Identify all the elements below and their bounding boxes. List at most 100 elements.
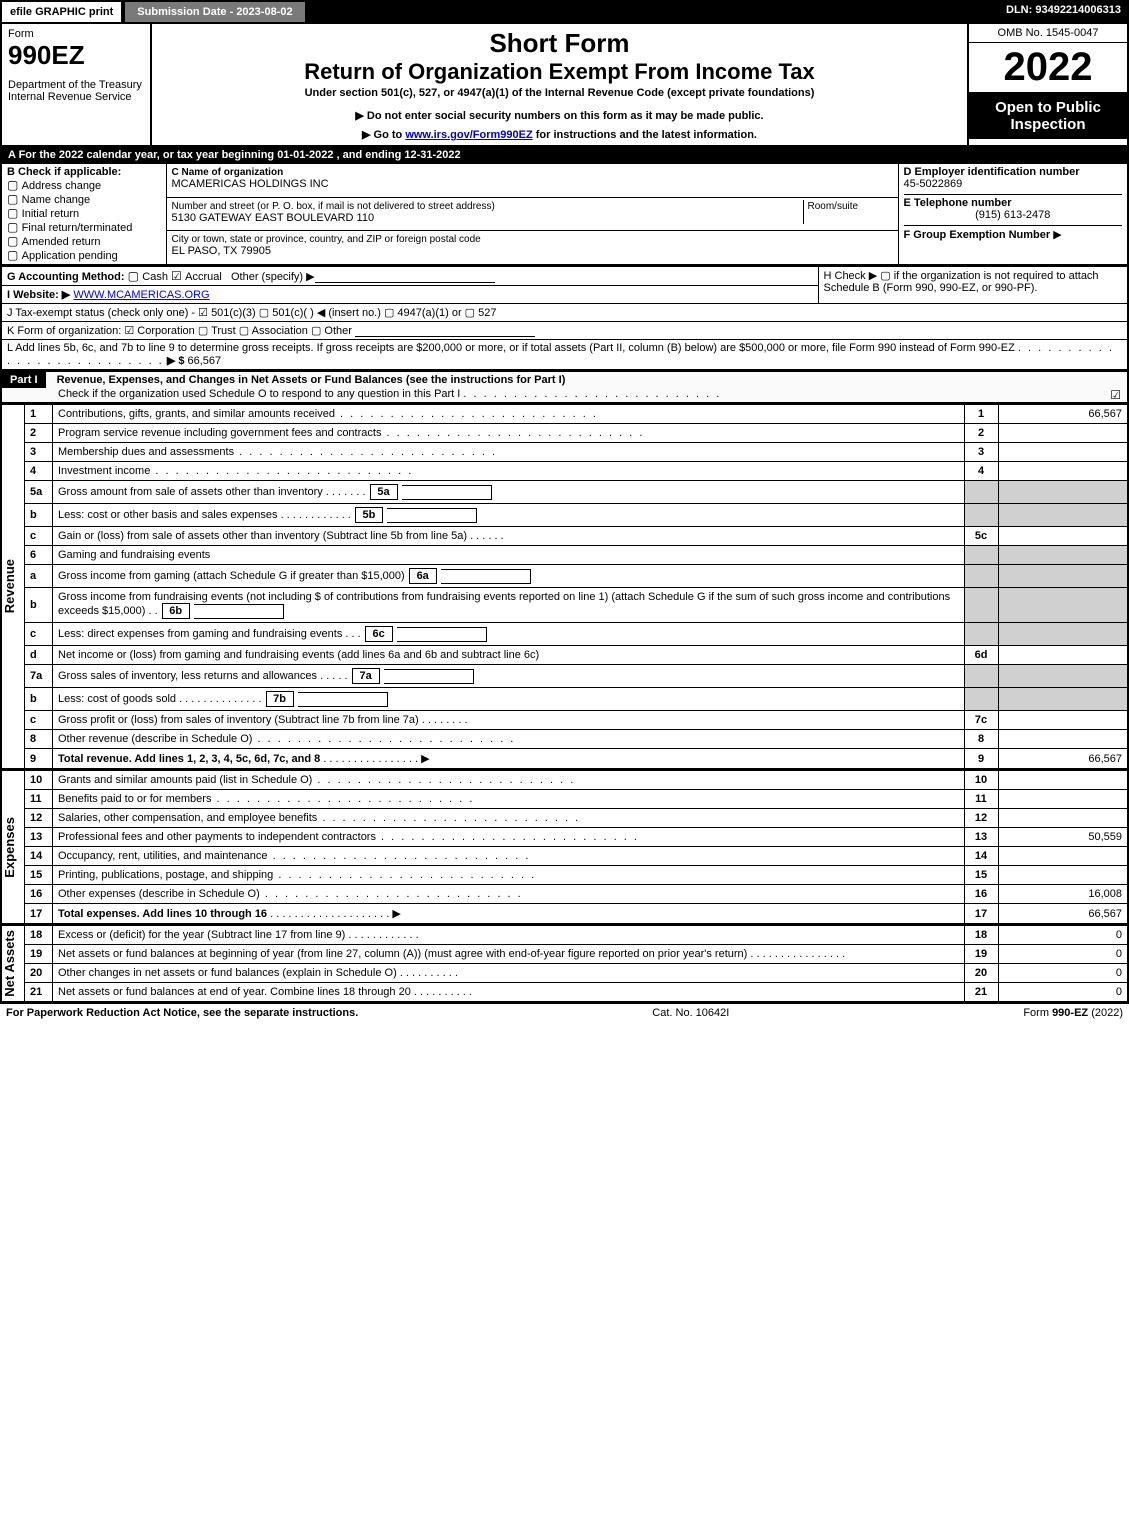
- exp-17-amt: 66,567: [998, 904, 1128, 925]
- top-bar: efile GRAPHIC print Submission Date - 20…: [0, 0, 1129, 24]
- top-spacer: [307, 0, 998, 24]
- k-other-fill[interactable]: [355, 325, 535, 337]
- na-18-amt: 0: [998, 926, 1128, 945]
- efile-label: efile GRAPHIC print: [0, 0, 123, 24]
- block-e-title: E Telephone number: [904, 197, 1012, 209]
- g-cash[interactable]: ▢: [128, 269, 143, 283]
- row-7b-desc: Less: cost of goods sold . . . . . . . .…: [53, 688, 965, 711]
- row-2-desc: Program service revenue including govern…: [53, 424, 965, 443]
- goto-post: for instructions and the latest informat…: [533, 129, 757, 141]
- row-5c-desc: Gain or (loss) from sale of assets other…: [53, 527, 965, 546]
- row-7a-desc: Gross sales of inventory, less returns a…: [53, 665, 965, 688]
- line-i-label: I Website: ▶: [7, 289, 70, 301]
- row-3-desc: Membership dues and assessments: [53, 443, 965, 462]
- footer-mid: Cat. No. 10642I: [652, 1007, 729, 1019]
- exp-11-desc: Benefits paid to or for members: [53, 790, 965, 809]
- block-c-title: C Name of organization: [172, 167, 284, 178]
- goto-pre: ▶ Go to: [362, 129, 405, 141]
- exp-16-amt: 16,008: [998, 885, 1128, 904]
- block-f-arrow: ▶: [1053, 229, 1061, 241]
- row-7c-desc: Gross profit or (loss) from sales of inv…: [53, 711, 965, 730]
- part1-header: Part I Revenue, Expenses, and Changes in…: [0, 371, 1129, 404]
- header-left: Form 990EZ Department of the Treasury In…: [2, 24, 152, 145]
- open-inspection: Open to Public Inspection: [969, 93, 1127, 139]
- line-l-text: L Add lines 5b, 6c, and 7b to line 9 to …: [7, 342, 1015, 354]
- part1-title: Revenue, Expenses, and Changes in Net As…: [49, 374, 566, 386]
- goto-link[interactable]: www.irs.gov/Form990EZ: [405, 129, 532, 141]
- na-20-desc: Other changes in net assets or fund bala…: [53, 964, 965, 983]
- header-center: Short Form Return of Organization Exempt…: [152, 24, 967, 145]
- header-right: OMB No. 1545-0047 2022 Open to Public In…: [967, 24, 1127, 145]
- row-6-desc: Gaming and fundraising events: [53, 546, 965, 565]
- row-6c-desc: Less: direct expenses from gaming and fu…: [53, 623, 965, 646]
- exp-13-amt: 50,559: [998, 828, 1128, 847]
- ein-value: 45-5022869: [904, 178, 963, 190]
- page-footer: For Paperwork Reduction Act Notice, see …: [0, 1003, 1129, 1022]
- omb-number: OMB No. 1545-0047: [969, 24, 1127, 43]
- opt-name-change[interactable]: ▢: [7, 192, 22, 206]
- info-grid: B Check if applicable: ▢ Address change …: [0, 163, 1129, 266]
- website-link[interactable]: WWW.MCAMERICAS.ORG: [73, 289, 209, 301]
- form-number: 990EZ: [8, 40, 144, 71]
- footer-right: Form 990-EZ (2022): [1023, 1007, 1123, 1019]
- block-d-title: D Employer identification number: [904, 166, 1080, 178]
- row-9-amt: 66,567: [998, 749, 1128, 770]
- opt-pending[interactable]: ▢: [7, 248, 22, 262]
- row-6a-desc: Gross income from gaming (attach Schedul…: [53, 565, 965, 588]
- exp-17-desc: Total expenses. Add lines 10 through 16 …: [53, 904, 965, 925]
- exp-10-desc: Grants and similar amounts paid (list in…: [53, 771, 965, 790]
- short-form-title: Short Form: [158, 28, 961, 59]
- line-k: K Form of organization: ☑ Corporation ▢ …: [7, 325, 352, 337]
- part1-label: Part I: [2, 372, 46, 388]
- row-6d-desc: Net income or (loss) from gaming and fun…: [53, 646, 965, 665]
- netassets-table: Net Assets 18 Excess or (deficit) for th…: [0, 925, 1129, 1003]
- row-4-desc: Investment income: [53, 462, 965, 481]
- form-word: Form: [8, 28, 144, 40]
- expenses-table: Expenses 10 Grants and similar amounts p…: [0, 770, 1129, 925]
- line-l-val: 66,567: [188, 355, 222, 367]
- opt-amended[interactable]: ▢: [7, 234, 22, 248]
- na-21-amt: 0: [998, 983, 1128, 1003]
- form-header: Form 990EZ Department of the Treasury In…: [0, 24, 1129, 147]
- line-h: H Check ▶ ▢ if the organization is not r…: [824, 270, 1099, 294]
- opt-final-return[interactable]: ▢: [7, 220, 22, 234]
- dln-label: DLN: 93492214006313: [998, 0, 1129, 24]
- row-8-desc: Other revenue (describe in Schedule O): [53, 730, 965, 749]
- row-9-desc: Total revenue. Add lines 1, 2, 3, 4, 5c,…: [53, 749, 965, 770]
- na-18-desc: Excess or (deficit) for the year (Subtra…: [53, 926, 965, 945]
- return-title: Return of Organization Exempt From Incom…: [158, 59, 961, 85]
- revenue-table: Revenue 1 Contributions, gifts, grants, …: [0, 404, 1129, 770]
- g-other-fill[interactable]: [315, 271, 495, 283]
- do-not-note: ▶ Do not enter social security numbers o…: [158, 109, 961, 122]
- na-19-desc: Net assets or fund balances at beginning…: [53, 945, 965, 964]
- block-f-title: F Group Exemption Number: [904, 229, 1051, 241]
- na-19-amt: 0: [998, 945, 1128, 964]
- g-accrual[interactable]: ☑: [171, 269, 185, 283]
- phone-value: (915) 613-2478: [904, 209, 1123, 221]
- opt-address-change[interactable]: ▢: [7, 178, 22, 192]
- part1-checkmark[interactable]: ☑: [1110, 388, 1127, 402]
- addr-label: Number and street (or P. O. box, if mail…: [172, 201, 495, 212]
- row-6b-desc: Gross income from fundraising events (no…: [53, 588, 965, 623]
- line-l-arrow: ▶ $: [167, 355, 185, 367]
- netassets-side: Net Assets: [2, 926, 24, 1001]
- city-label: City or town, state or province, country…: [172, 234, 481, 245]
- room-label: Room/suite: [808, 201, 859, 212]
- tax-year: 2022: [969, 43, 1127, 93]
- row-1-amt: 66,567: [998, 405, 1128, 424]
- under-section: Under section 501(c), 527, or 4947(a)(1)…: [158, 87, 961, 99]
- row-5b-desc: Less: cost or other basis and sales expe…: [53, 504, 965, 527]
- exp-15-desc: Printing, publications, postage, and shi…: [53, 866, 965, 885]
- org-name: MCAMERICAS HOLDINGS INC: [172, 178, 329, 190]
- opt-initial-return[interactable]: ▢: [7, 206, 22, 220]
- exp-12-desc: Salaries, other compensation, and employ…: [53, 809, 965, 828]
- goto-line: ▶ Go to www.irs.gov/Form990EZ for instru…: [158, 128, 961, 141]
- exp-13-desc: Professional fees and other payments to …: [53, 828, 965, 847]
- ghijkl-grid: G Accounting Method: ▢ Cash ☑ Accrual Ot…: [0, 266, 1129, 371]
- city-value: EL PASO, TX 79905: [172, 245, 271, 257]
- na-20-amt: 0: [998, 964, 1128, 983]
- row-5a-desc: Gross amount from sale of assets other t…: [53, 481, 965, 504]
- line-g-label: G Accounting Method:: [7, 271, 125, 283]
- na-21-desc: Net assets or fund balances at end of ye…: [53, 983, 965, 1003]
- footer-left: For Paperwork Reduction Act Notice, see …: [6, 1007, 358, 1019]
